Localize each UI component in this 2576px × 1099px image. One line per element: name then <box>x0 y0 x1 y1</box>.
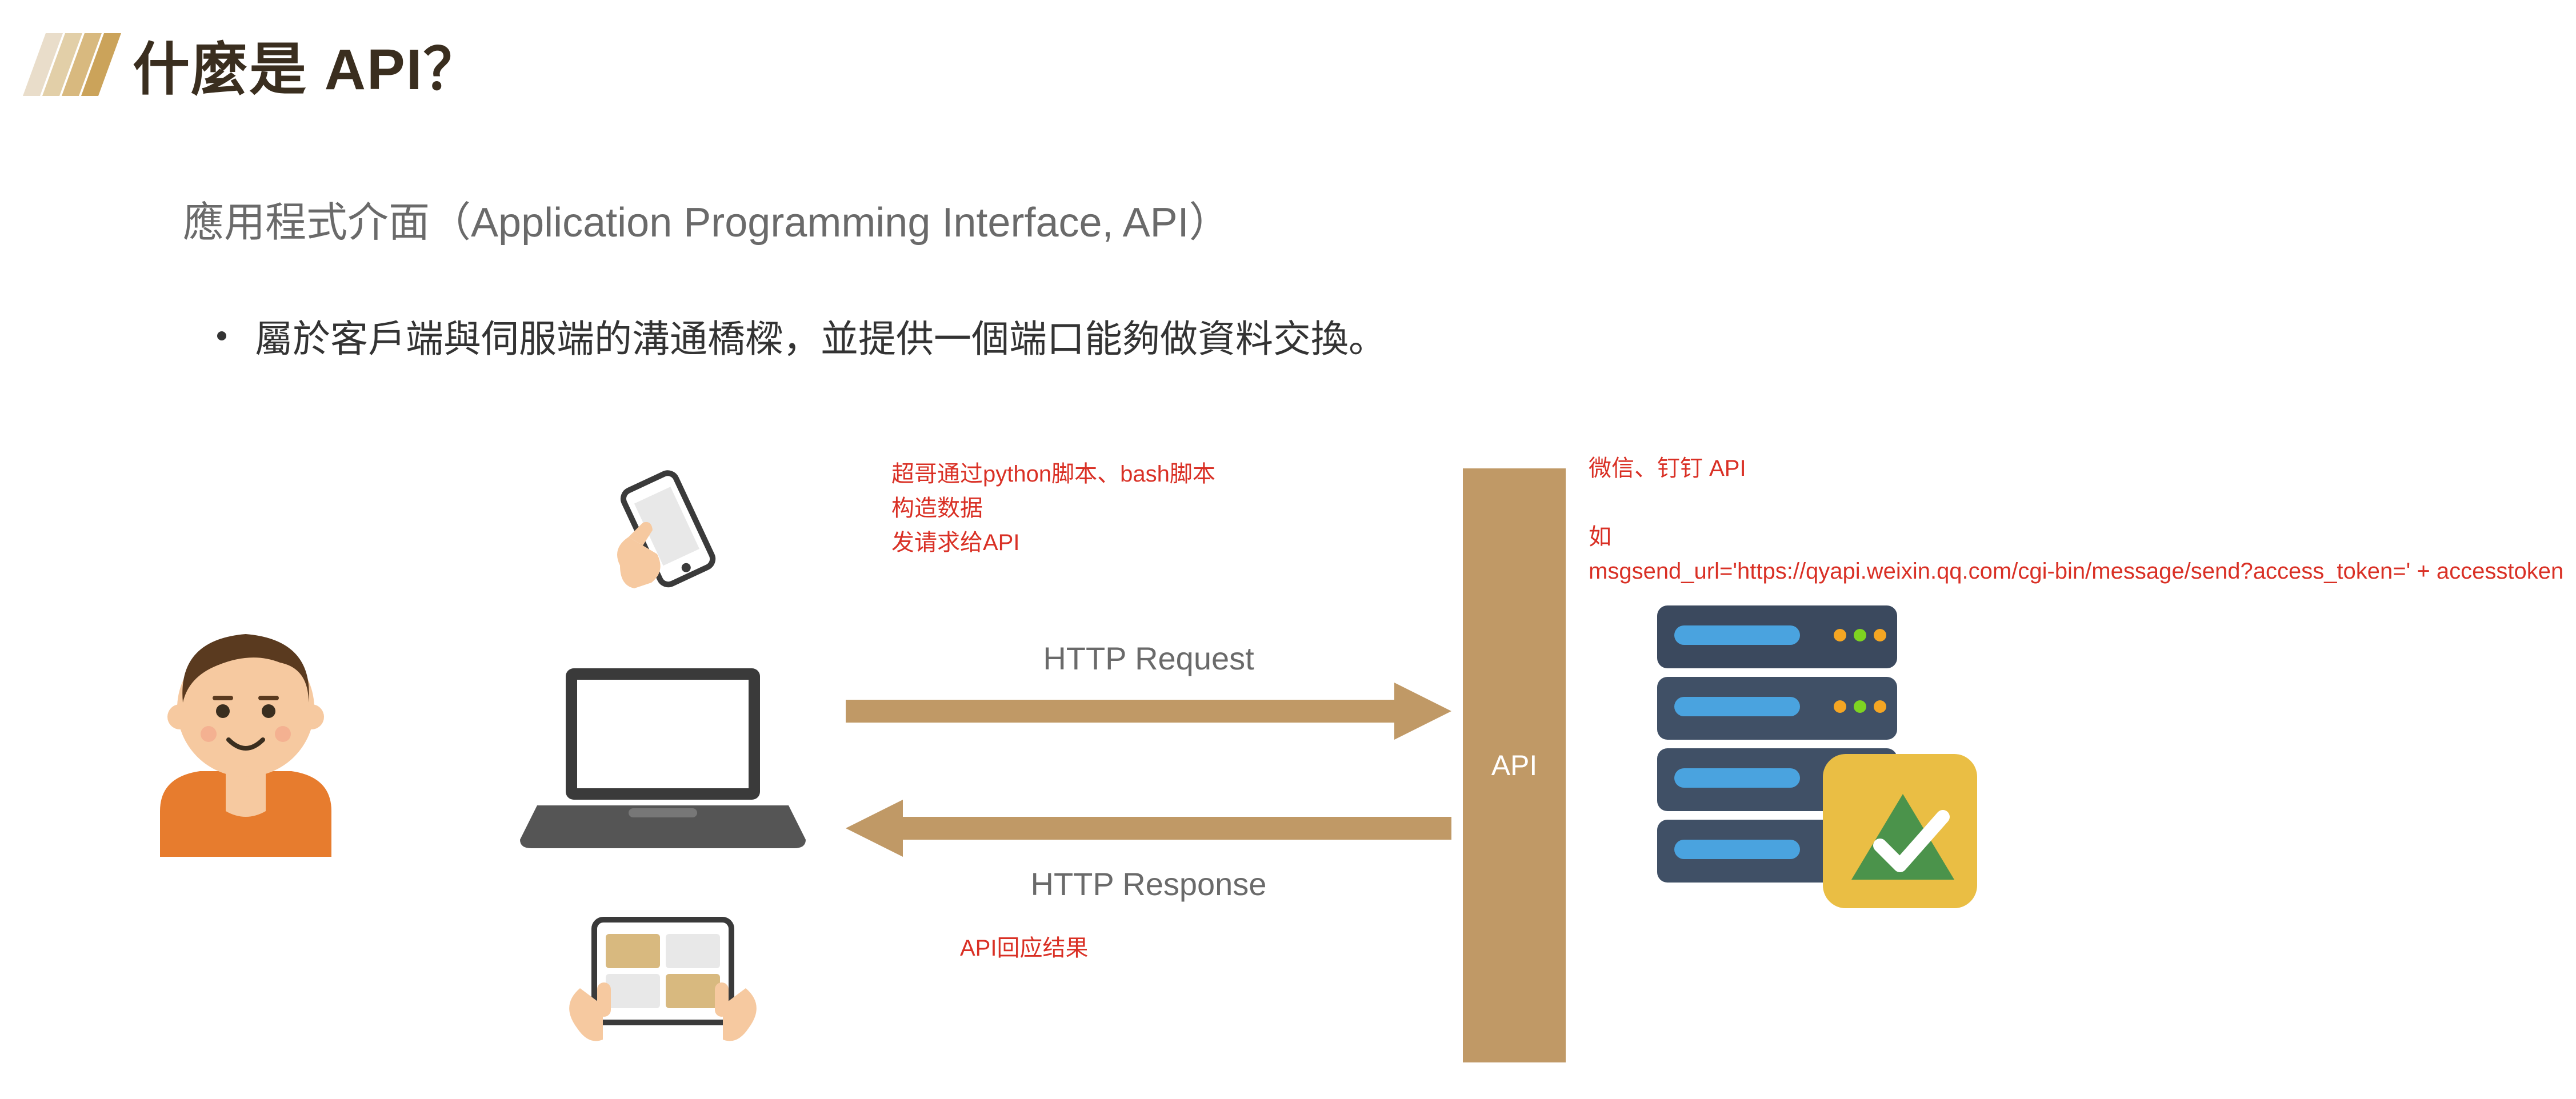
annotation-line: msgsend_url='https://qyapi.weixin.qq.com… <box>1589 554 2563 588</box>
title-area: 什麼是 API？ <box>34 23 481 106</box>
arrow-label: HTTP Response <box>846 865 1451 903</box>
api-gateway-bar: API <box>1463 468 1566 1062</box>
bullet-dot-icon <box>217 331 226 340</box>
page-title: 什麼是 API？ <box>133 23 481 106</box>
subtitle: 應用程式介面（Application Programming Interface… <box>183 188 1230 248</box>
client-devices <box>514 457 811 1062</box>
api-flow-diagram: 超哥通过python脚本、bash脚本 构造数据 发请求给API HTTP Re… <box>137 446 2537 1074</box>
client-person-icon <box>137 605 354 857</box>
annotation-client: 超哥通过python脚本、bash脚本 构造数据 发请求给API <box>891 457 1215 560</box>
laptop-icon <box>514 657 811 851</box>
annotation-line: 构造数据 <box>891 491 1215 526</box>
annotation-response: API回应结果 <box>960 931 1088 965</box>
arrow-label: HTTP Request <box>846 640 1451 677</box>
annotation-line: 微信、钉钉 API <box>1589 451 2563 486</box>
bullet-point: 屬於客戶端與伺服端的溝通橋樑，並提供一個端口能夠做資料交換。 <box>217 308 1386 363</box>
http-response-arrow: HTTP Response <box>846 800 1451 903</box>
title-slash-decoration <box>34 33 110 96</box>
server-icon <box>1634 594 1989 925</box>
api-bar-label: API <box>1491 749 1538 782</box>
annotation-line: 发请求给API <box>891 526 1215 560</box>
phone-icon <box>589 457 737 605</box>
bullet-text: 屬於客戶端與伺服端的溝通橋樑，並提供一個端口能夠做資料交換。 <box>255 308 1386 363</box>
annotation-line: 超哥通过python脚本、bash脚本 <box>891 457 1215 491</box>
tablet-icon <box>549 903 777 1062</box>
http-request-arrow: HTTP Request <box>846 640 1451 743</box>
annotation-server: 微信、钉钉 API 如 msgsend_url='https://qyapi.w… <box>1589 451 2563 588</box>
annotation-line: 如 <box>1589 520 2563 554</box>
